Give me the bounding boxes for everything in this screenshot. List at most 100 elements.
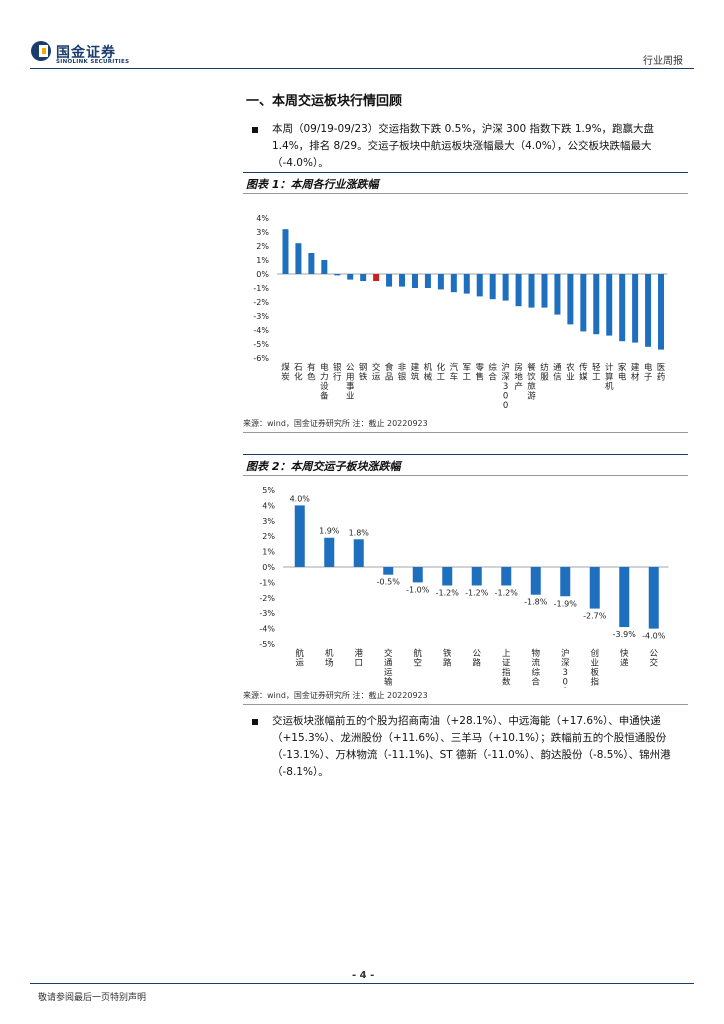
- x-category-label: 煤炭: [281, 362, 290, 383]
- x-category-label: 综合: [488, 362, 497, 383]
- x-category-label: 建材: [631, 362, 640, 383]
- bar: [383, 567, 394, 575]
- data-label: 1.9%: [319, 527, 340, 536]
- x-category-label: 建筑: [411, 362, 420, 383]
- x-category-label: 军工: [463, 363, 472, 383]
- bar: [489, 274, 496, 300]
- x-category-label: 航空: [413, 648, 422, 669]
- x-category-label: 石化: [294, 363, 303, 383]
- bar: [589, 567, 600, 609]
- bar: [437, 274, 444, 290]
- section-title: 一、本周交运板块行情回顾: [246, 94, 403, 109]
- bullet-marker: [252, 127, 258, 133]
- data-label: -1.0%: [406, 585, 430, 594]
- bar: [412, 567, 423, 583]
- x-category-label: 纺服: [540, 362, 549, 383]
- bar: [528, 274, 535, 308]
- x-category-label: 银行: [333, 362, 342, 383]
- figure2-top-rule: [243, 454, 688, 455]
- bar: [373, 274, 380, 281]
- y-tick-label: -3%: [253, 312, 269, 321]
- x-category-label: 钢铁: [359, 362, 368, 383]
- figure2-bottom-rule: [243, 704, 688, 705]
- x-category-label: 铁路: [443, 648, 452, 669]
- figure1-source: 来源：wind，国金证券研究所 注：截止 20220923: [243, 419, 428, 428]
- bar: [567, 274, 574, 325]
- data-label: -1.2%: [465, 588, 489, 597]
- bar: [593, 274, 600, 335]
- y-tick-label: 5%: [262, 486, 275, 495]
- y-tick-label: 3%: [262, 517, 275, 526]
- data-label: -4.0%: [642, 632, 666, 641]
- x-category-label: 航运: [295, 648, 304, 669]
- x-category-label: 物流综合: [531, 648, 540, 688]
- brand-logo-icon: [30, 40, 52, 62]
- bar: [619, 567, 630, 628]
- bar: [294, 505, 305, 567]
- x-category-label: 通信: [553, 362, 562, 383]
- figure2-title: 图表 2：本周交运子板块涨跌幅: [246, 460, 401, 473]
- x-category-label: 医药: [657, 363, 666, 383]
- x-category-label: 电子: [644, 362, 653, 383]
- x-category-label: 汽车: [450, 362, 459, 383]
- x-category-label: 公用事业: [346, 363, 355, 402]
- x-category-label: 快递: [620, 648, 629, 669]
- industry-returns-chart: 4% 3% 2% 1% 0% -1% -2% -3% -4% -5% -6% 煤炭石化有色电力设备银行…: [253, 214, 668, 411]
- x-category-label: 上证指数: [502, 649, 511, 688]
- top-movers-paragraph: 交运板块涨幅前五的个股为招商南油（+28.1%）、中远海能（+17.6%）、申通…: [272, 715, 671, 778]
- bar: [450, 274, 457, 293]
- bar: [632, 274, 639, 343]
- x-category-label: 化工: [437, 362, 446, 383]
- x-category-label: 轻工: [592, 362, 601, 383]
- y-tick-label: -5%: [259, 640, 275, 649]
- x-category-label: 创业板指: [590, 648, 599, 688]
- bar: [502, 274, 509, 301]
- footer-divider: [30, 983, 694, 984]
- bar: [399, 274, 406, 287]
- figure1-title: 图表 1：本周各行业涨跌幅: [246, 178, 379, 191]
- subsector-returns-chart: 5% 4% 3% 2% 1% 0% -1% -2% -3% -4% -5% 4.0% 航运 1.9% 机场 1…: [259, 486, 669, 688]
- x-category-label: 零售: [475, 363, 484, 383]
- figure2-source: 来源：wind，国金证券研究所 注：截止 20220923: [243, 691, 428, 700]
- bar: [530, 567, 541, 595]
- y-tick-label: 4%: [262, 501, 275, 510]
- y-tick-label: 3%: [256, 228, 269, 237]
- bar: [560, 567, 571, 597]
- x-category-label: 农业: [566, 362, 575, 383]
- data-label: -2.7%: [583, 612, 607, 621]
- y-tick-label: 1%: [262, 548, 275, 557]
- y-tick-label: 4%: [256, 214, 269, 223]
- x-category-label: 食品: [385, 362, 394, 383]
- data-label: -0.5%: [377, 578, 401, 587]
- x-category-label: 餐饮旅游: [527, 363, 536, 402]
- page-number: - 4 -: [352, 970, 375, 981]
- data-label: -1.2%: [495, 588, 519, 597]
- x-category-label: 公路: [472, 649, 481, 669]
- y-tick-label: 2%: [256, 242, 269, 251]
- bar: [334, 274, 341, 276]
- summary-paragraph: 本周（09/19-09/23）交运指数下跌 0.5%，沪深 300 指数下跌 1…: [272, 123, 655, 169]
- figure1-title-rule: [243, 193, 688, 194]
- bar: [463, 274, 470, 294]
- x-category-label: 有色: [307, 362, 316, 383]
- logo-name-cn: 国金证券: [56, 45, 116, 61]
- bar: [501, 567, 512, 586]
- y-tick-label: -4%: [253, 326, 269, 335]
- bar: [386, 274, 393, 287]
- data-label: -1.8%: [524, 598, 548, 607]
- y-tick-label: -2%: [253, 298, 269, 307]
- bar: [411, 274, 418, 288]
- data-label: -1.9%: [554, 599, 578, 608]
- x-category-label: 家电: [618, 362, 627, 383]
- y-tick-label: 2%: [262, 532, 275, 541]
- header-divider: [30, 68, 694, 69]
- bar: [471, 567, 482, 586]
- bar: [353, 539, 364, 567]
- bar: [347, 274, 354, 280]
- bar: [580, 274, 587, 332]
- x-category-label: 机械: [424, 362, 433, 383]
- figure1-bottom-rule: [243, 432, 688, 433]
- bar: [360, 274, 367, 281]
